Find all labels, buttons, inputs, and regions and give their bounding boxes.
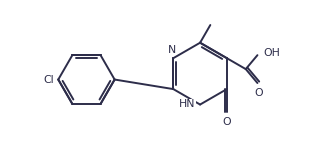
Text: OH: OH — [263, 48, 280, 58]
Text: O: O — [255, 88, 263, 98]
Text: N: N — [168, 45, 177, 56]
Text: O: O — [222, 117, 231, 127]
Text: Cl: Cl — [43, 75, 54, 85]
Text: HN: HN — [179, 99, 196, 109]
